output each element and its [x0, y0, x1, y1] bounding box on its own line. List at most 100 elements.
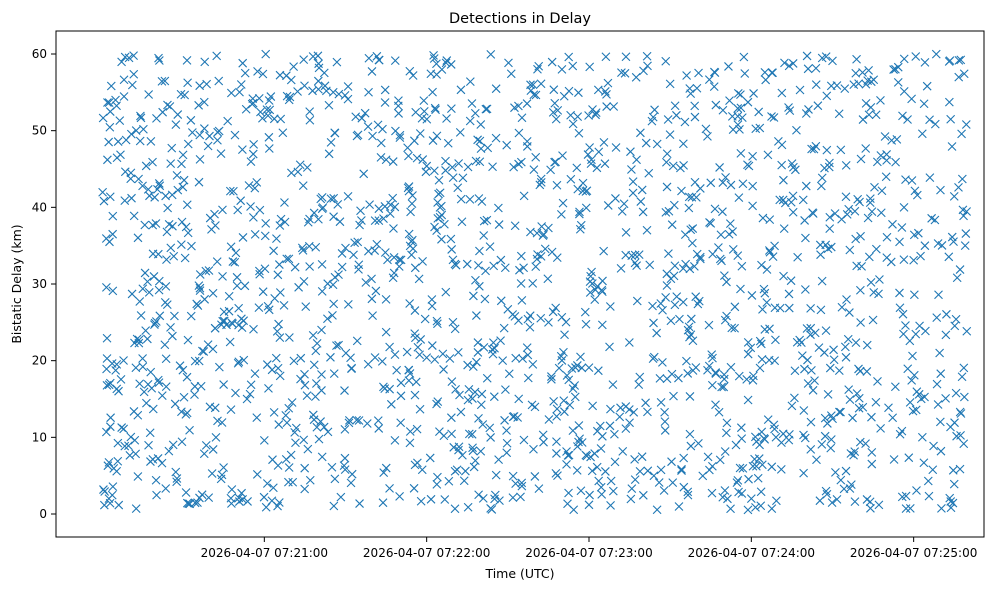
data-point	[373, 416, 383, 425]
data-point	[725, 219, 735, 229]
data-point	[410, 306, 420, 315]
data-point	[102, 354, 112, 363]
data-point	[844, 204, 854, 214]
data-point	[587, 155, 596, 165]
data-point	[957, 129, 966, 139]
data-point	[168, 221, 177, 231]
data-point	[379, 468, 389, 478]
data-point	[932, 313, 942, 323]
data-point	[759, 284, 769, 294]
data-point	[584, 500, 594, 510]
data-point	[908, 351, 917, 361]
data-point	[470, 108, 480, 118]
data-point	[352, 131, 362, 141]
data-point	[475, 157, 485, 167]
data-point	[802, 51, 812, 61]
data-point	[276, 214, 286, 224]
data-point	[807, 144, 816, 154]
data-point	[905, 397, 915, 407]
data-point	[550, 157, 559, 167]
data-point	[119, 75, 129, 85]
data-point	[498, 356, 508, 366]
data-point	[644, 168, 654, 178]
data-point	[626, 494, 636, 504]
data-point	[815, 240, 825, 250]
data-point	[795, 85, 805, 95]
data-point	[263, 111, 273, 120]
data-point	[350, 238, 360, 248]
data-point	[686, 314, 696, 324]
data-point	[688, 336, 698, 346]
data-point	[167, 143, 177, 153]
data-point	[677, 186, 686, 196]
data-point	[535, 180, 545, 190]
data-point	[910, 186, 920, 196]
data-point	[429, 50, 438, 60]
data-point	[176, 89, 186, 99]
data-point	[715, 163, 724, 172]
data-point	[538, 430, 548, 440]
data-point	[374, 424, 384, 433]
data-point	[304, 241, 314, 251]
data-point	[473, 348, 483, 357]
data-point	[724, 62, 733, 71]
data-point	[919, 458, 929, 468]
data-point	[959, 363, 969, 373]
data-point	[160, 298, 170, 307]
data-point	[314, 434, 324, 444]
data-point	[256, 107, 265, 117]
data-point	[502, 140, 512, 150]
data-point	[330, 128, 340, 138]
data-point	[674, 373, 683, 383]
data-point	[228, 257, 238, 266]
data-point	[453, 347, 463, 357]
data-point	[944, 252, 954, 262]
data-point	[763, 150, 773, 160]
data-point	[684, 322, 694, 332]
data-point	[568, 119, 578, 129]
data-point	[718, 492, 728, 502]
data-point	[834, 407, 844, 417]
data-point	[816, 250, 825, 260]
data-point	[784, 435, 794, 445]
data-point	[453, 183, 463, 193]
data-point	[568, 61, 578, 71]
data-point	[826, 435, 836, 444]
data-point	[552, 449, 561, 458]
data-point	[255, 205, 265, 215]
data-point	[861, 439, 870, 448]
data-point	[468, 394, 477, 403]
data-point	[135, 379, 145, 389]
data-point	[154, 276, 164, 286]
data-point	[686, 89, 696, 99]
data-point	[474, 490, 484, 500]
data-point	[212, 257, 222, 267]
data-point	[218, 316, 228, 326]
data-point	[246, 157, 256, 167]
data-point	[301, 302, 311, 312]
data-point	[711, 368, 721, 377]
data-point	[516, 492, 525, 502]
data-point	[468, 362, 478, 372]
data-point	[290, 427, 300, 437]
data-point	[120, 196, 130, 205]
data-point	[396, 378, 406, 388]
data-point	[296, 374, 305, 384]
data-point	[855, 437, 865, 447]
data-point	[167, 190, 177, 200]
data-point	[840, 84, 850, 94]
data-point	[828, 56, 837, 66]
data-point	[323, 279, 333, 289]
data-point	[895, 303, 905, 313]
data-point	[146, 457, 155, 466]
data-point	[784, 61, 794, 71]
data-point	[895, 288, 904, 298]
data-point	[957, 372, 967, 382]
data-point	[471, 275, 480, 285]
data-point	[479, 216, 489, 226]
data-point	[765, 215, 775, 225]
data-point	[376, 152, 386, 162]
data-point	[707, 350, 717, 359]
data-point	[249, 324, 258, 334]
data-point	[99, 500, 109, 510]
